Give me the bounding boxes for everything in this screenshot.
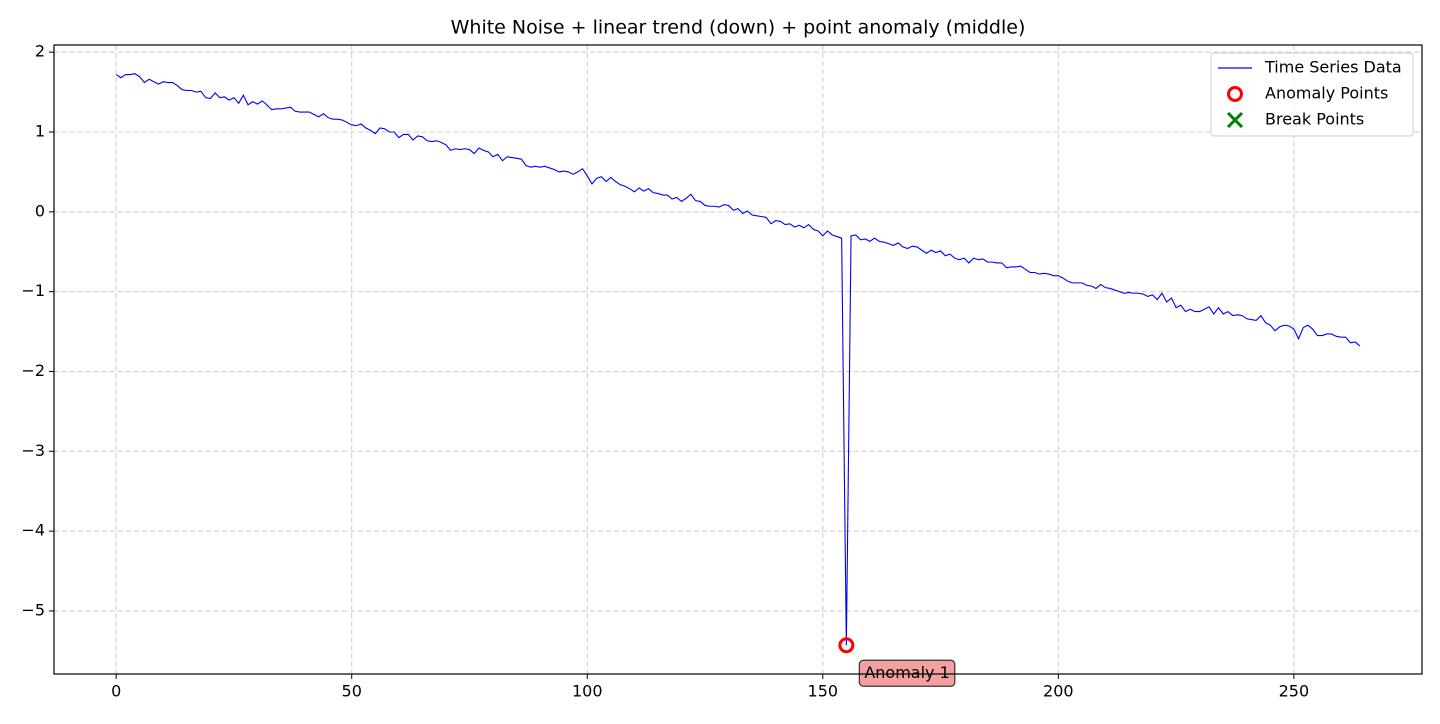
y-tick-label: 2	[35, 42, 45, 61]
y-tick-label: −1	[21, 281, 45, 300]
legend: Time Series Data Anomaly Points Break Poin…	[1210, 52, 1414, 137]
axes: 0 50 100 150 200 250 −5 −4 −3 −2 −1 0 1 2	[21, 42, 1309, 701]
x-tick-label: 250	[1279, 682, 1310, 701]
x-tick-label: 0	[111, 682, 121, 701]
y-tick-label: −3	[21, 441, 45, 460]
y-tick-label: 0	[35, 201, 45, 220]
grid	[54, 45, 1422, 674]
anomaly-marker	[1227, 86, 1243, 102]
series-line	[115, 73, 1361, 646]
anomaly-marker	[838, 637, 855, 654]
plot-frame	[53, 44, 1423, 675]
legend-label: Anomaly Points	[1265, 84, 1388, 103]
plot-marks: Anomaly 1	[115, 73, 1361, 687]
legend-label: Break Points	[1265, 110, 1364, 129]
y-tick-label: 1	[35, 122, 45, 141]
annotation-text: Anomaly 1	[864, 663, 949, 682]
break-marker	[1226, 111, 1244, 129]
chart-title: White Noise + linear trend (down) + poin…	[451, 17, 1026, 39]
x-tick-label: 150	[808, 682, 839, 701]
legend-box	[1210, 52, 1414, 137]
y-tick-label: −4	[21, 521, 45, 540]
x-tick-label: 200	[1043, 682, 1074, 701]
x-tick-label: 100	[572, 682, 603, 701]
y-tick-label: −2	[21, 361, 45, 380]
annotation: Anomaly 1	[858, 659, 956, 687]
x-tick-label: 50	[342, 682, 362, 701]
legend-label: Time Series Data	[1264, 58, 1402, 77]
y-tick-label: −5	[21, 600, 45, 619]
annotation-box	[858, 659, 956, 687]
